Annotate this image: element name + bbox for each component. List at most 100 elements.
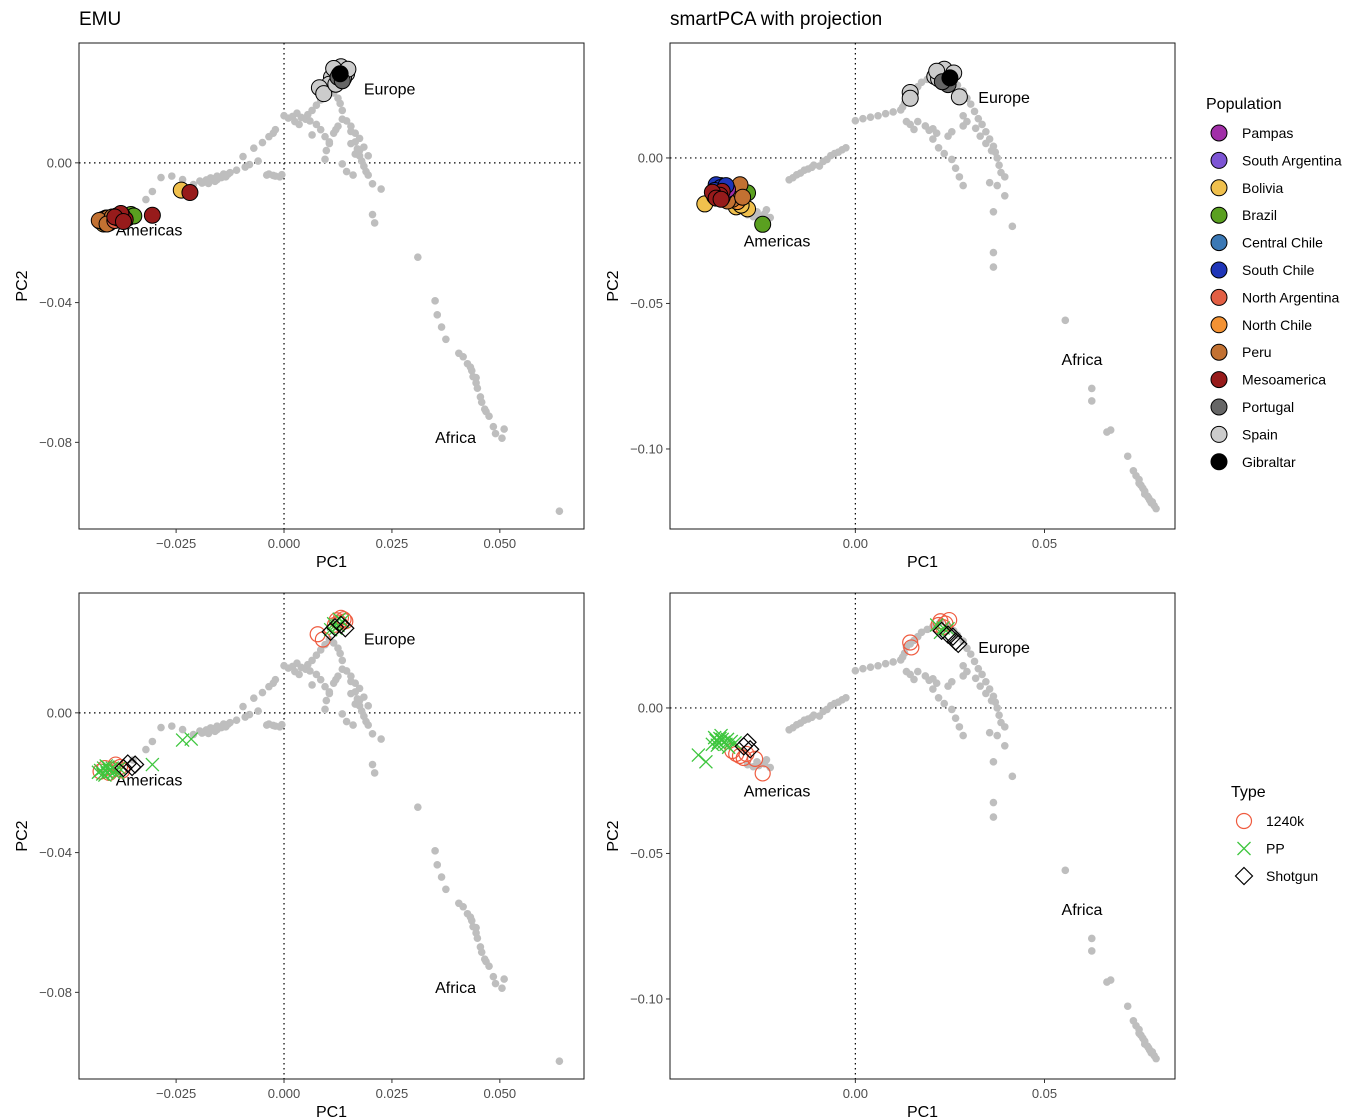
reference-point [271,125,280,134]
reference-point [555,1057,564,1065]
reference-point [989,263,998,271]
reference-point [224,170,232,179]
reference-point [970,657,979,666]
y-tick-label: −0.05 [630,296,663,311]
reference-point [993,181,1002,190]
point-1240k [903,639,920,656]
reference-point [1123,1002,1132,1011]
region-label-europe: Europe [364,82,416,99]
reference-point [211,177,219,186]
reference-point [948,705,956,714]
point-gibraltar [331,65,349,83]
y-axis-title: PC2 [14,820,31,851]
reference-point [951,164,960,172]
y-tick-label: 0.00 [47,155,72,170]
reference-point [987,146,996,155]
reference-point [442,885,450,894]
reference-point [766,763,775,772]
plot-frame [78,592,585,1080]
reference-point [349,721,357,729]
reference-point [1000,191,1009,200]
legend-key-portugal [1210,398,1228,416]
reference-point [250,144,258,152]
reference-point [796,169,805,177]
x-tick-label: 0.05 [1032,1086,1057,1101]
region-label-americas: Americas [116,223,183,240]
legend-label-spain: Spain [1242,426,1278,442]
reference-point [241,713,249,721]
legend-label-central-chile: Central Chile [1242,235,1323,251]
reference-point [859,664,867,673]
reference-point [312,651,321,659]
legend-label-north-chile: North Chile [1242,317,1312,333]
x-tick-label: 0.000 [268,536,301,551]
reference-point [1152,1054,1160,1063]
point-pp [145,757,160,772]
reference-point [322,146,331,155]
reference-point [316,125,325,134]
reference-point [338,115,347,123]
reference-point [473,384,482,392]
legend-key-brazil [1210,206,1228,224]
legend-label-pampas: Pampas [1242,125,1293,141]
reference-point [874,111,882,120]
legend-label-mesoamerica: Mesoamerica [1242,372,1326,388]
legend-label-shotgun: Shotgun [1266,868,1318,884]
reference-point [859,114,867,123]
reference-point [433,311,442,319]
reference-point [351,150,360,158]
reference-point [500,975,508,983]
reference-point [258,138,267,147]
panel-smartpca-type: 0.00 0.05 0.00 −0.05 −0.10 PC1 PC2 Europe Americ… [605,592,1176,1120]
reference-point [913,117,922,126]
y-tick-label: −0.08 [39,435,72,450]
point-pp [110,765,125,780]
reference-point [466,913,475,922]
legend-key-north-argentina [1210,288,1228,306]
reference-point [900,649,909,658]
region-label-americas: Americas [116,773,183,790]
reference-point [355,684,364,693]
reference-point [1000,741,1009,750]
reference-point [985,728,994,737]
reference-point [442,335,450,344]
reference-point [929,685,937,693]
reference-point [993,704,1002,712]
reference-point [368,210,377,219]
reference-point [970,107,979,116]
reference-point [342,167,351,176]
legend-title-type: Type [1231,784,1266,801]
x-tick-label: 0.05 [1032,536,1057,551]
region-label-americas: Americas [744,784,811,801]
x-tick-label: 0.025 [376,536,409,551]
legend-label-south-chile: South Chile [1242,262,1315,278]
legend-key-bolivia [1210,179,1228,197]
reference-point [370,769,379,777]
reference-point [254,157,262,165]
reference-point [241,163,249,171]
panel-emu-type: −0.025 0.000 0.025 0.050 0.00 −0.04 −0.08 PC1 PC… [14,592,585,1120]
plot-frame [669,592,1176,1080]
data-layer: Europe Americas Africa [696,60,1160,513]
reference-point [482,957,490,966]
reference-point [982,689,990,698]
reference-point [250,694,258,702]
data-layer: Europe Americas Africa [90,58,564,515]
reference-point [842,143,850,152]
reference-point [312,120,321,129]
y-axis-title: PC2 [605,270,622,301]
reference-point [955,173,964,181]
reference-point [804,165,812,173]
reference-point [934,693,943,702]
region-label-europe: Europe [364,632,416,649]
reference-point [866,663,875,672]
y-tick-label: −0.04 [39,845,72,860]
point-pp [184,732,199,747]
reference-point [555,507,564,515]
reference-point [321,705,329,714]
region-label-americas: Americas [744,234,811,251]
reference-point [1061,316,1070,325]
reference-point [336,99,344,108]
reference-point [459,902,467,911]
